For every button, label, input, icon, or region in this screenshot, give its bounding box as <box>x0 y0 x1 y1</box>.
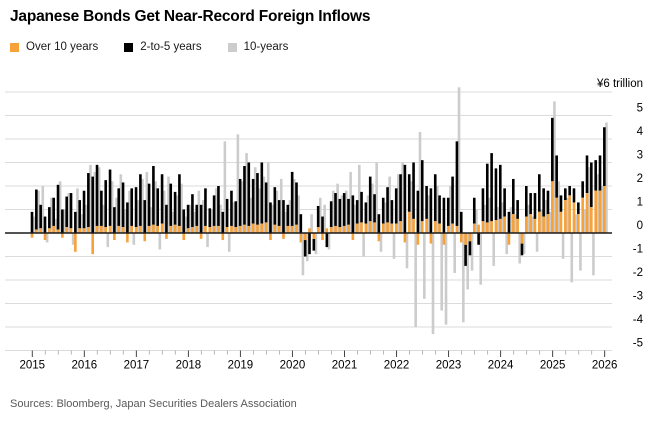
svg-text:-5: -5 <box>633 338 643 350</box>
ten-year-bars <box>32 87 608 335</box>
legend-label: 2-to-5 years <box>140 41 202 53</box>
source-note: Sources: Bloomberg, Japan Securities Dea… <box>10 398 297 410</box>
legend-swatch-black-icon <box>124 42 134 52</box>
legend-swatch-gray-icon <box>227 42 237 52</box>
stacked-bars <box>30 117 606 266</box>
svg-text:2025: 2025 <box>540 360 566 372</box>
legend-item-2-to-5-years: 2-to-5 years <box>124 41 202 53</box>
chart-legend: Over 10 years 2-to-5 years 10-years <box>10 41 288 53</box>
svg-text:5: 5 <box>637 103 643 115</box>
svg-text:2026: 2026 <box>592 360 618 372</box>
svg-text:-1: -1 <box>633 244 643 256</box>
svg-text:2016: 2016 <box>72 360 98 372</box>
svg-text:2023: 2023 <box>436 360 462 372</box>
legend-item-over-10-years: Over 10 years <box>10 41 98 53</box>
legend-swatch-orange-icon <box>10 42 19 52</box>
svg-text:2019: 2019 <box>228 360 254 372</box>
svg-text:2: 2 <box>637 173 643 185</box>
svg-text:3: 3 <box>637 150 643 162</box>
svg-text:-3: -3 <box>633 291 643 303</box>
svg-text:0: 0 <box>637 220 643 232</box>
chart-title: Japanese Bonds Get Near-Record Foreign I… <box>10 8 371 25</box>
svg-text:¥6 trillion: ¥6 trillion <box>596 78 643 90</box>
svg-text:4: 4 <box>637 126 644 138</box>
svg-text:2020: 2020 <box>280 360 306 372</box>
svg-text:2017: 2017 <box>124 360 150 372</box>
x-axis-ticks-labels: 2015 2016 2017 2018 2019 2020 2021 2022 2023 2024… <box>20 350 618 372</box>
svg-text:-2: -2 <box>633 267 643 279</box>
svg-text:2015: 2015 <box>20 360 46 372</box>
legend-item-10-years: 10-years <box>227 41 289 53</box>
svg-text:1: 1 <box>637 197 643 209</box>
legend-label: 10-years <box>243 41 289 53</box>
svg-text:2018: 2018 <box>176 360 202 372</box>
svg-text:2024: 2024 <box>488 360 514 372</box>
svg-text:2021: 2021 <box>332 360 358 372</box>
legend-label: Over 10 years <box>26 41 99 53</box>
y-axis-labels: ¥6 trillion 5 4 3 2 1 0 -1 -2 -3 -4 -5 <box>596 78 644 350</box>
svg-text:2022: 2022 <box>384 360 410 372</box>
svg-text:-4: -4 <box>633 314 644 326</box>
